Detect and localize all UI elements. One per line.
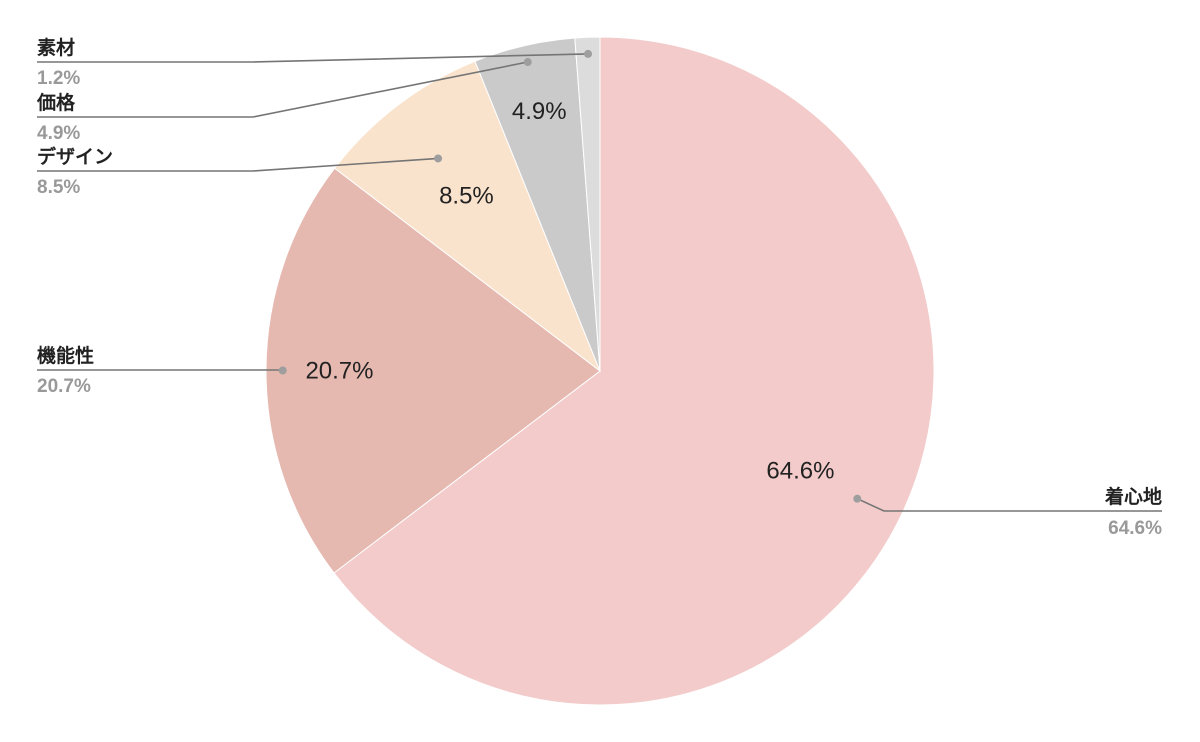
slice-2-value-label: 20.7%	[305, 358, 373, 385]
slice-1-category-label: 着心地	[1105, 485, 1162, 508]
slice-3-percent-label: 8.5%	[37, 177, 80, 198]
slice-2-leader-dot	[278, 366, 287, 375]
slice-3-wedge	[333, 60, 602, 373]
slice-2-leader-line	[37, 369, 285, 371]
slice-5-leader-dot	[584, 49, 593, 58]
slice-5-category-label: 素材	[37, 36, 75, 59]
callout-labels: 着心地 64.6% 機能性 20.7% デザイン 8.5% 価格 4.9% 素材 1.2%	[36, 36, 1162, 539]
slice-4-leader-dot	[523, 58, 532, 67]
slice-1-leader-line	[856, 497, 1162, 512]
slice-1-value-label: 64.6%	[766, 457, 834, 484]
slice-value-labels: 64.6% 20.7% 8.5% 4.9%	[305, 98, 834, 485]
slice-4-value-label: 4.9%	[512, 98, 567, 125]
slice-1-percent-label: 64.6%	[1108, 518, 1162, 539]
slice-3-category-label: デザイン	[37, 145, 113, 168]
slice-5-leader-line	[37, 53, 589, 63]
slice-4-category-label: 価格	[36, 91, 76, 114]
callout-leaders	[37, 49, 1162, 512]
slice-4-leader-line	[37, 61, 528, 118]
slice-3-value-label: 8.5%	[439, 183, 494, 210]
slice-2-category-label: 機能性	[37, 344, 94, 367]
slice-4-percent-label: 4.9%	[37, 123, 80, 144]
pie-slices	[265, 36, 935, 706]
slice-5-wedge	[574, 36, 601, 372]
slice-2-percent-label: 20.7%	[37, 376, 91, 397]
slice-3-leader-dot	[434, 154, 443, 163]
slice-3-leader-line	[37, 157, 439, 172]
slice-5-percent-label: 1.2%	[37, 68, 80, 89]
slice-1-wedge	[333, 36, 935, 706]
slice-1-leader-dot	[853, 494, 862, 503]
